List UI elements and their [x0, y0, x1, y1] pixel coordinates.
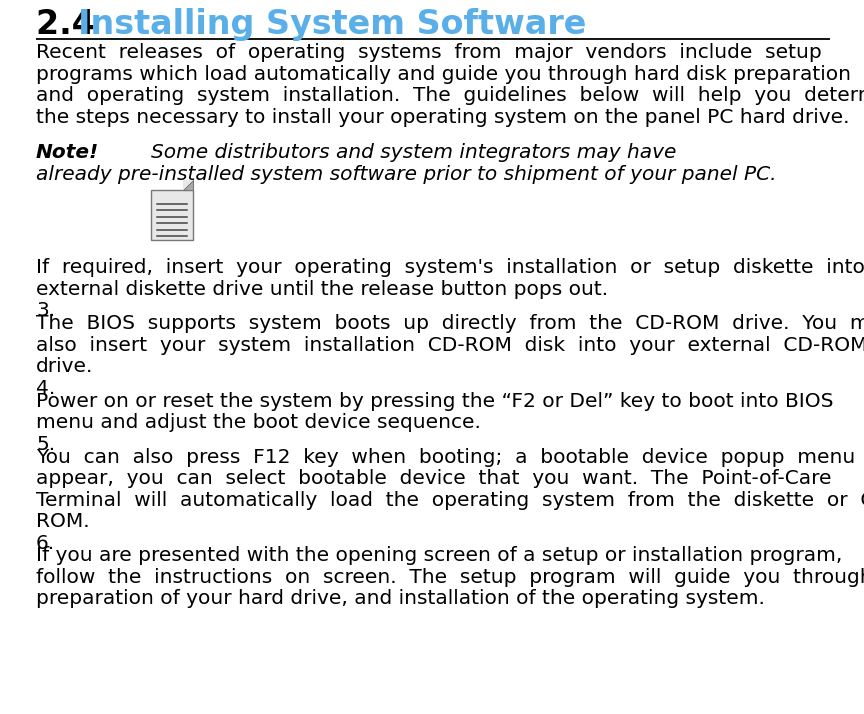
- Text: You  can  also  press  F12  key  when  booting;  a  bootable  device  popup  men: You can also press F12 key when booting;…: [36, 448, 864, 466]
- Text: follow  the  instructions  on  screen.  The  setup  program  will  guide  you  t: follow the instructions on screen. The s…: [36, 568, 864, 587]
- Text: 4.: 4.: [36, 378, 55, 398]
- Text: drive.: drive.: [36, 357, 93, 376]
- Text: 2.4: 2.4: [36, 8, 106, 41]
- Text: If  required,  insert  your  operating  system's  installation  or  setup  diske: If required, insert your operating syste…: [36, 258, 864, 277]
- Text: The  BIOS  supports  system  boots  up  directly  from  the  CD-ROM  drive.  You: The BIOS supports system boots up direct…: [36, 314, 864, 333]
- Text: 6.: 6.: [36, 533, 55, 553]
- Text: preparation of your hard drive, and installation of the operating system.: preparation of your hard drive, and inst…: [36, 590, 765, 608]
- Polygon shape: [183, 180, 193, 190]
- Text: 5.: 5.: [36, 435, 55, 453]
- Text: the steps necessary to install your operating system on the panel PC hard drive.: the steps necessary to install your oper…: [36, 108, 849, 127]
- Text: menu and adjust the boot device sequence.: menu and adjust the boot device sequence…: [36, 413, 481, 432]
- Text: Some distributors and system integrators may have: Some distributors and system integrators…: [151, 144, 677, 162]
- Text: already pre-installed system software prior to shipment of your panel PC.: already pre-installed system software pr…: [36, 165, 777, 183]
- Text: and  operating  system  installation.  The  guidelines  below  will  help  you  : and operating system installation. The g…: [36, 86, 864, 105]
- Text: Recent  releases  of  operating  systems  from  major  vendors  include  setup: Recent releases of operating systems fro…: [36, 44, 822, 62]
- FancyBboxPatch shape: [151, 190, 193, 240]
- Text: ROM.: ROM.: [36, 512, 90, 531]
- Text: 3.: 3.: [36, 301, 55, 321]
- Text: programs which load automatically and guide you through hard disk preparation: programs which load automatically and gu…: [36, 65, 851, 84]
- Polygon shape: [183, 180, 193, 190]
- Text: also  insert  your  system  installation  CD-ROM  disk  into  your  external  CD: also insert your system installation CD-…: [36, 336, 864, 355]
- Text: external diskette drive until the release button pops out.: external diskette drive until the releas…: [36, 280, 608, 299]
- Text: Installing System Software: Installing System Software: [78, 8, 587, 41]
- Text: Power on or reset the system by pressing the “F2 or Del” key to boot into BIOS: Power on or reset the system by pressing…: [36, 391, 834, 411]
- Text: Terminal  will  automatically  load  the  operating  system  from  the  diskette: Terminal will automatically load the ope…: [36, 491, 864, 510]
- Text: Note!: Note!: [36, 144, 99, 162]
- Text: appear,  you  can  select  bootable  device  that  you  want.  The  Point-of-Car: appear, you can select bootable device t…: [36, 469, 831, 488]
- Text: If you are presented with the opening screen of a setup or installation program,: If you are presented with the opening sc…: [36, 546, 842, 565]
